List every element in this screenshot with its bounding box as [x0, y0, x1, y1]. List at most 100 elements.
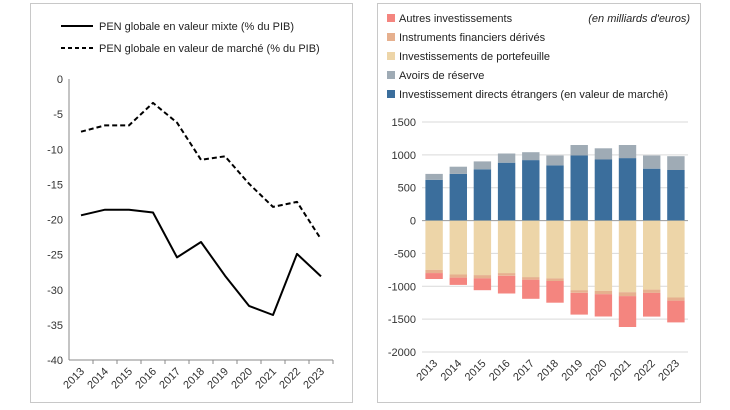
- y-tick-label: -1500: [388, 314, 416, 326]
- x-tick-label: 2014: [85, 366, 111, 392]
- bar-segment: [473, 169, 492, 221]
- x-tick-label: 2017: [511, 358, 537, 384]
- bar-segment: [618, 296, 637, 327]
- bar-segment: [667, 156, 685, 170]
- y-tick-label: 1000: [392, 150, 416, 162]
- line-chart: PEN globale en valeur mixte (% du PIB) PE…: [47, 21, 334, 392]
- chart-subtitle: (en milliards d'euros): [588, 13, 690, 25]
- bar-segment: [473, 278, 492, 291]
- bar-segment: [643, 292, 661, 317]
- x-tick-label: 2023: [656, 358, 682, 384]
- bar-segment: [425, 220, 443, 270]
- bar-segment: [618, 158, 637, 221]
- x-tick-label: 2016: [487, 358, 513, 384]
- bar-segment: [594, 159, 613, 221]
- bar-segment: [449, 166, 467, 174]
- y-tick-label: -10: [47, 144, 63, 156]
- x-tick-label: 2015: [109, 366, 135, 392]
- bar-segment: [449, 277, 467, 285]
- y-tick-label: 1500: [392, 117, 416, 129]
- x-tick-label: 2021: [253, 366, 279, 392]
- y-tick-label: 0: [57, 74, 63, 86]
- legend-swatch-2: [387, 52, 395, 60]
- bar-segment: [473, 275, 492, 279]
- bar-segment: [667, 220, 685, 298]
- bar-segment: [473, 220, 492, 276]
- y-tick-label: -35: [47, 320, 63, 332]
- x-tick-label: 2019: [205, 366, 231, 392]
- bar-segment: [546, 220, 564, 279]
- x-tick-label: 2018: [535, 358, 561, 384]
- legend-label-0: Autres investissements: [399, 13, 513, 25]
- bar-segment: [594, 148, 613, 160]
- y-tick-label: -25: [47, 250, 63, 262]
- bar-segment: [643, 289, 661, 293]
- bar-segment: [546, 165, 564, 221]
- x-tick-label: 2021: [608, 358, 634, 384]
- legend-label-1: Instruments financiers dérivés: [399, 32, 546, 44]
- y-tick-label: -500: [394, 248, 416, 260]
- series-line-1: [80, 101, 322, 240]
- bar-segment: [473, 161, 492, 170]
- bar-segment: [522, 160, 540, 221]
- stacked-bar-chart-panel: Autres investissements Instruments financ…: [377, 3, 701, 403]
- y-tick-label: -30: [47, 285, 63, 297]
- bar-segment: [546, 281, 564, 303]
- bar-segment: [449, 220, 467, 275]
- x-tick-label: 2022: [632, 358, 658, 384]
- x-tick-label: 2016: [133, 366, 159, 392]
- bar-segment: [594, 220, 613, 291]
- bar-segment: [497, 273, 516, 276]
- x-tick-label: 2013: [61, 366, 87, 392]
- bar-segment: [643, 168, 661, 221]
- bar-segment: [570, 155, 588, 221]
- bar-segment: [643, 155, 661, 169]
- bar-segment: [497, 275, 516, 294]
- bar-segment: [425, 173, 443, 180]
- y-tick-label: -15: [47, 179, 63, 191]
- y-tick-label: -20: [47, 215, 63, 227]
- bar-segment: [570, 292, 588, 315]
- bar-segment: [522, 152, 540, 161]
- x-tick-label: 2017: [157, 366, 183, 392]
- x-tick-label: 2019: [560, 358, 586, 384]
- y-tick-label: -5: [53, 109, 63, 121]
- legend-swatch-4: [387, 90, 395, 98]
- bar-segment: [667, 300, 685, 323]
- bar-segment: [618, 220, 637, 293]
- legend-swatch-1: [387, 33, 395, 41]
- legend-label-3: Avoirs de réserve: [399, 70, 484, 82]
- x-tick-label: 2023: [301, 366, 327, 392]
- y-tick-label: 0: [410, 216, 416, 228]
- bar-segment: [643, 220, 661, 290]
- legend-label-0: PEN globale en valeur mixte (% du PIB): [99, 21, 294, 33]
- line-chart-panel: PEN globale en valeur mixte (% du PIB) PE…: [30, 3, 353, 403]
- bar-segment: [667, 297, 685, 301]
- x-tick-label: 2022: [277, 366, 303, 392]
- bar-segment: [618, 145, 637, 159]
- legend-label-2: Investissements de portefeuille: [399, 51, 550, 63]
- y-tick-label: -40: [47, 355, 63, 367]
- y-tick-label: -2000: [388, 347, 416, 359]
- x-tick-label: 2014: [439, 358, 465, 384]
- legend-label-4: Investissement directs étrangers (en val…: [399, 89, 668, 101]
- bar-segment: [425, 179, 443, 221]
- x-tick-label: 2020: [229, 366, 255, 392]
- bar-segment: [667, 170, 685, 221]
- legend-label-1: PEN globale en valeur de marché (% du PI…: [99, 43, 320, 55]
- y-tick-label: 500: [398, 183, 416, 195]
- bar-segment: [449, 274, 467, 278]
- bar-segment: [522, 277, 540, 280]
- bar-segment: [594, 294, 613, 317]
- bar-segment: [594, 290, 613, 295]
- bar-segment: [497, 220, 516, 274]
- bar-segment: [522, 220, 540, 278]
- bar-segment: [546, 278, 564, 281]
- x-tick-label: 2013: [414, 358, 440, 384]
- legend-swatch-0: [387, 14, 395, 22]
- x-tick-label: 2015: [463, 358, 489, 384]
- bar-segment: [522, 279, 540, 299]
- bar-segment: [497, 162, 516, 221]
- x-tick-label: 2020: [584, 358, 610, 384]
- bar-segment: [497, 153, 516, 163]
